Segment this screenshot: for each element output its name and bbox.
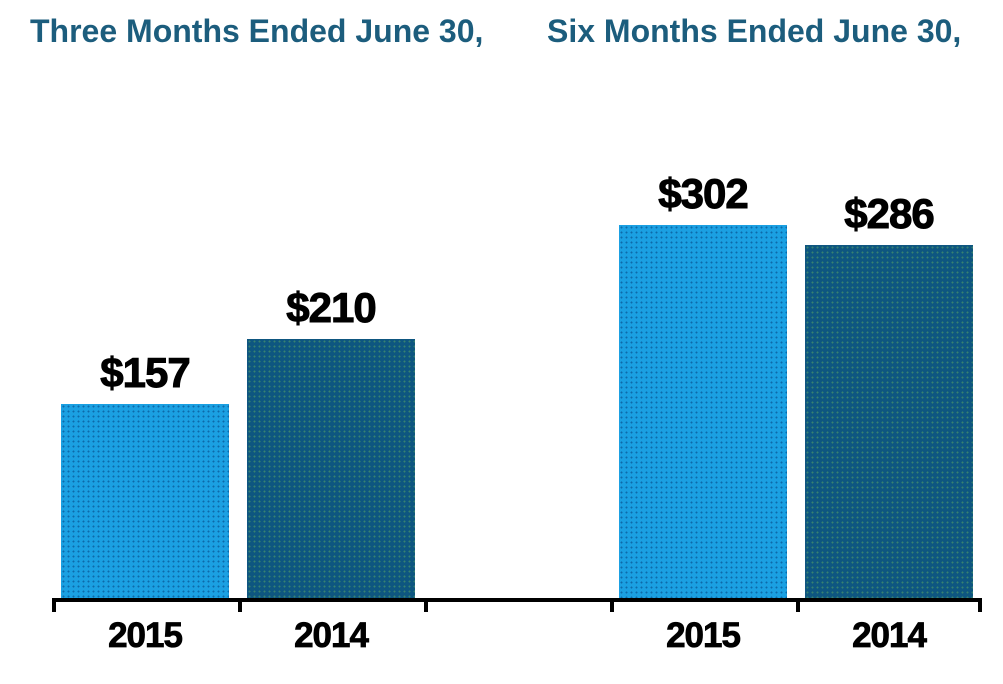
axis-tick-0 [52, 598, 56, 612]
group-title-three-months: Three Months Ended June 30, [30, 13, 484, 49]
x-axis-label-group2-2015: 2015 [666, 616, 742, 655]
group-title-six-months: Six Months Ended June 30, [547, 13, 962, 49]
value-label-group1-2015: $157 [100, 349, 191, 396]
x-axis-label-group2-2014: 2014 [852, 616, 928, 655]
x-axis-line [52, 598, 982, 602]
x-axis-label-group1-2014: 2014 [294, 616, 370, 655]
bar-group1-2015 [61, 404, 229, 598]
axis-tick-2 [424, 598, 428, 612]
bar-group2-2015 [619, 225, 787, 598]
value-label-group1-2014: $210 [286, 284, 377, 331]
axis-tick-5 [978, 598, 982, 612]
x-axis-label-group1-2015: 2015 [108, 616, 184, 655]
axis-tick-3 [610, 598, 614, 612]
bar-group2-2014 [805, 245, 973, 598]
axis-tick-1 [238, 598, 242, 612]
value-label-group2-2014: $286 [844, 190, 935, 237]
axis-tick-4 [796, 598, 800, 612]
bar-group1-2014 [247, 339, 415, 598]
value-label-group2-2015: $302 [658, 170, 749, 217]
